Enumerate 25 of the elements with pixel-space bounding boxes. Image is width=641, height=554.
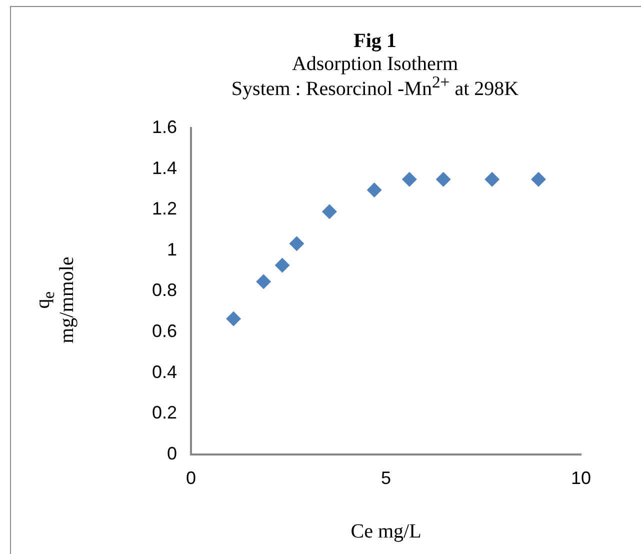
point	[226, 311, 242, 326]
point	[274, 258, 290, 273]
point	[366, 182, 382, 198]
y-tick-label: 1.2	[152, 198, 178, 219]
point	[289, 236, 304, 252]
y-tick-label: 1.6	[152, 116, 178, 137]
y-tick-label: 1.4	[152, 158, 178, 178]
x-tick-label: 5	[381, 468, 392, 488]
y-tick-label: 0	[167, 443, 178, 464]
y-tick-label: 0.8	[152, 280, 178, 300]
x-axis-title: Ce mg/L	[350, 520, 422, 542]
point	[256, 274, 272, 290]
point	[530, 172, 546, 187]
point	[436, 172, 451, 187]
chart-title: Fig 1	[352, 30, 398, 53]
chart-subtitle: Adsorption Isotherm System : Resorcinol -Mn$^{2+}$ at 298K	[230, 52, 520, 102]
point	[484, 172, 500, 187]
x-tick-label: 0	[186, 468, 196, 488]
point	[322, 204, 337, 220]
y-tick-label: 1	[167, 239, 178, 260]
y-tick-label: 0.4	[152, 362, 178, 382]
y-tick-label: 0.2	[152, 402, 178, 423]
point	[402, 172, 417, 187]
y-tick-label: 0.6	[152, 320, 178, 341]
x-tick-label: 10	[570, 468, 592, 488]
